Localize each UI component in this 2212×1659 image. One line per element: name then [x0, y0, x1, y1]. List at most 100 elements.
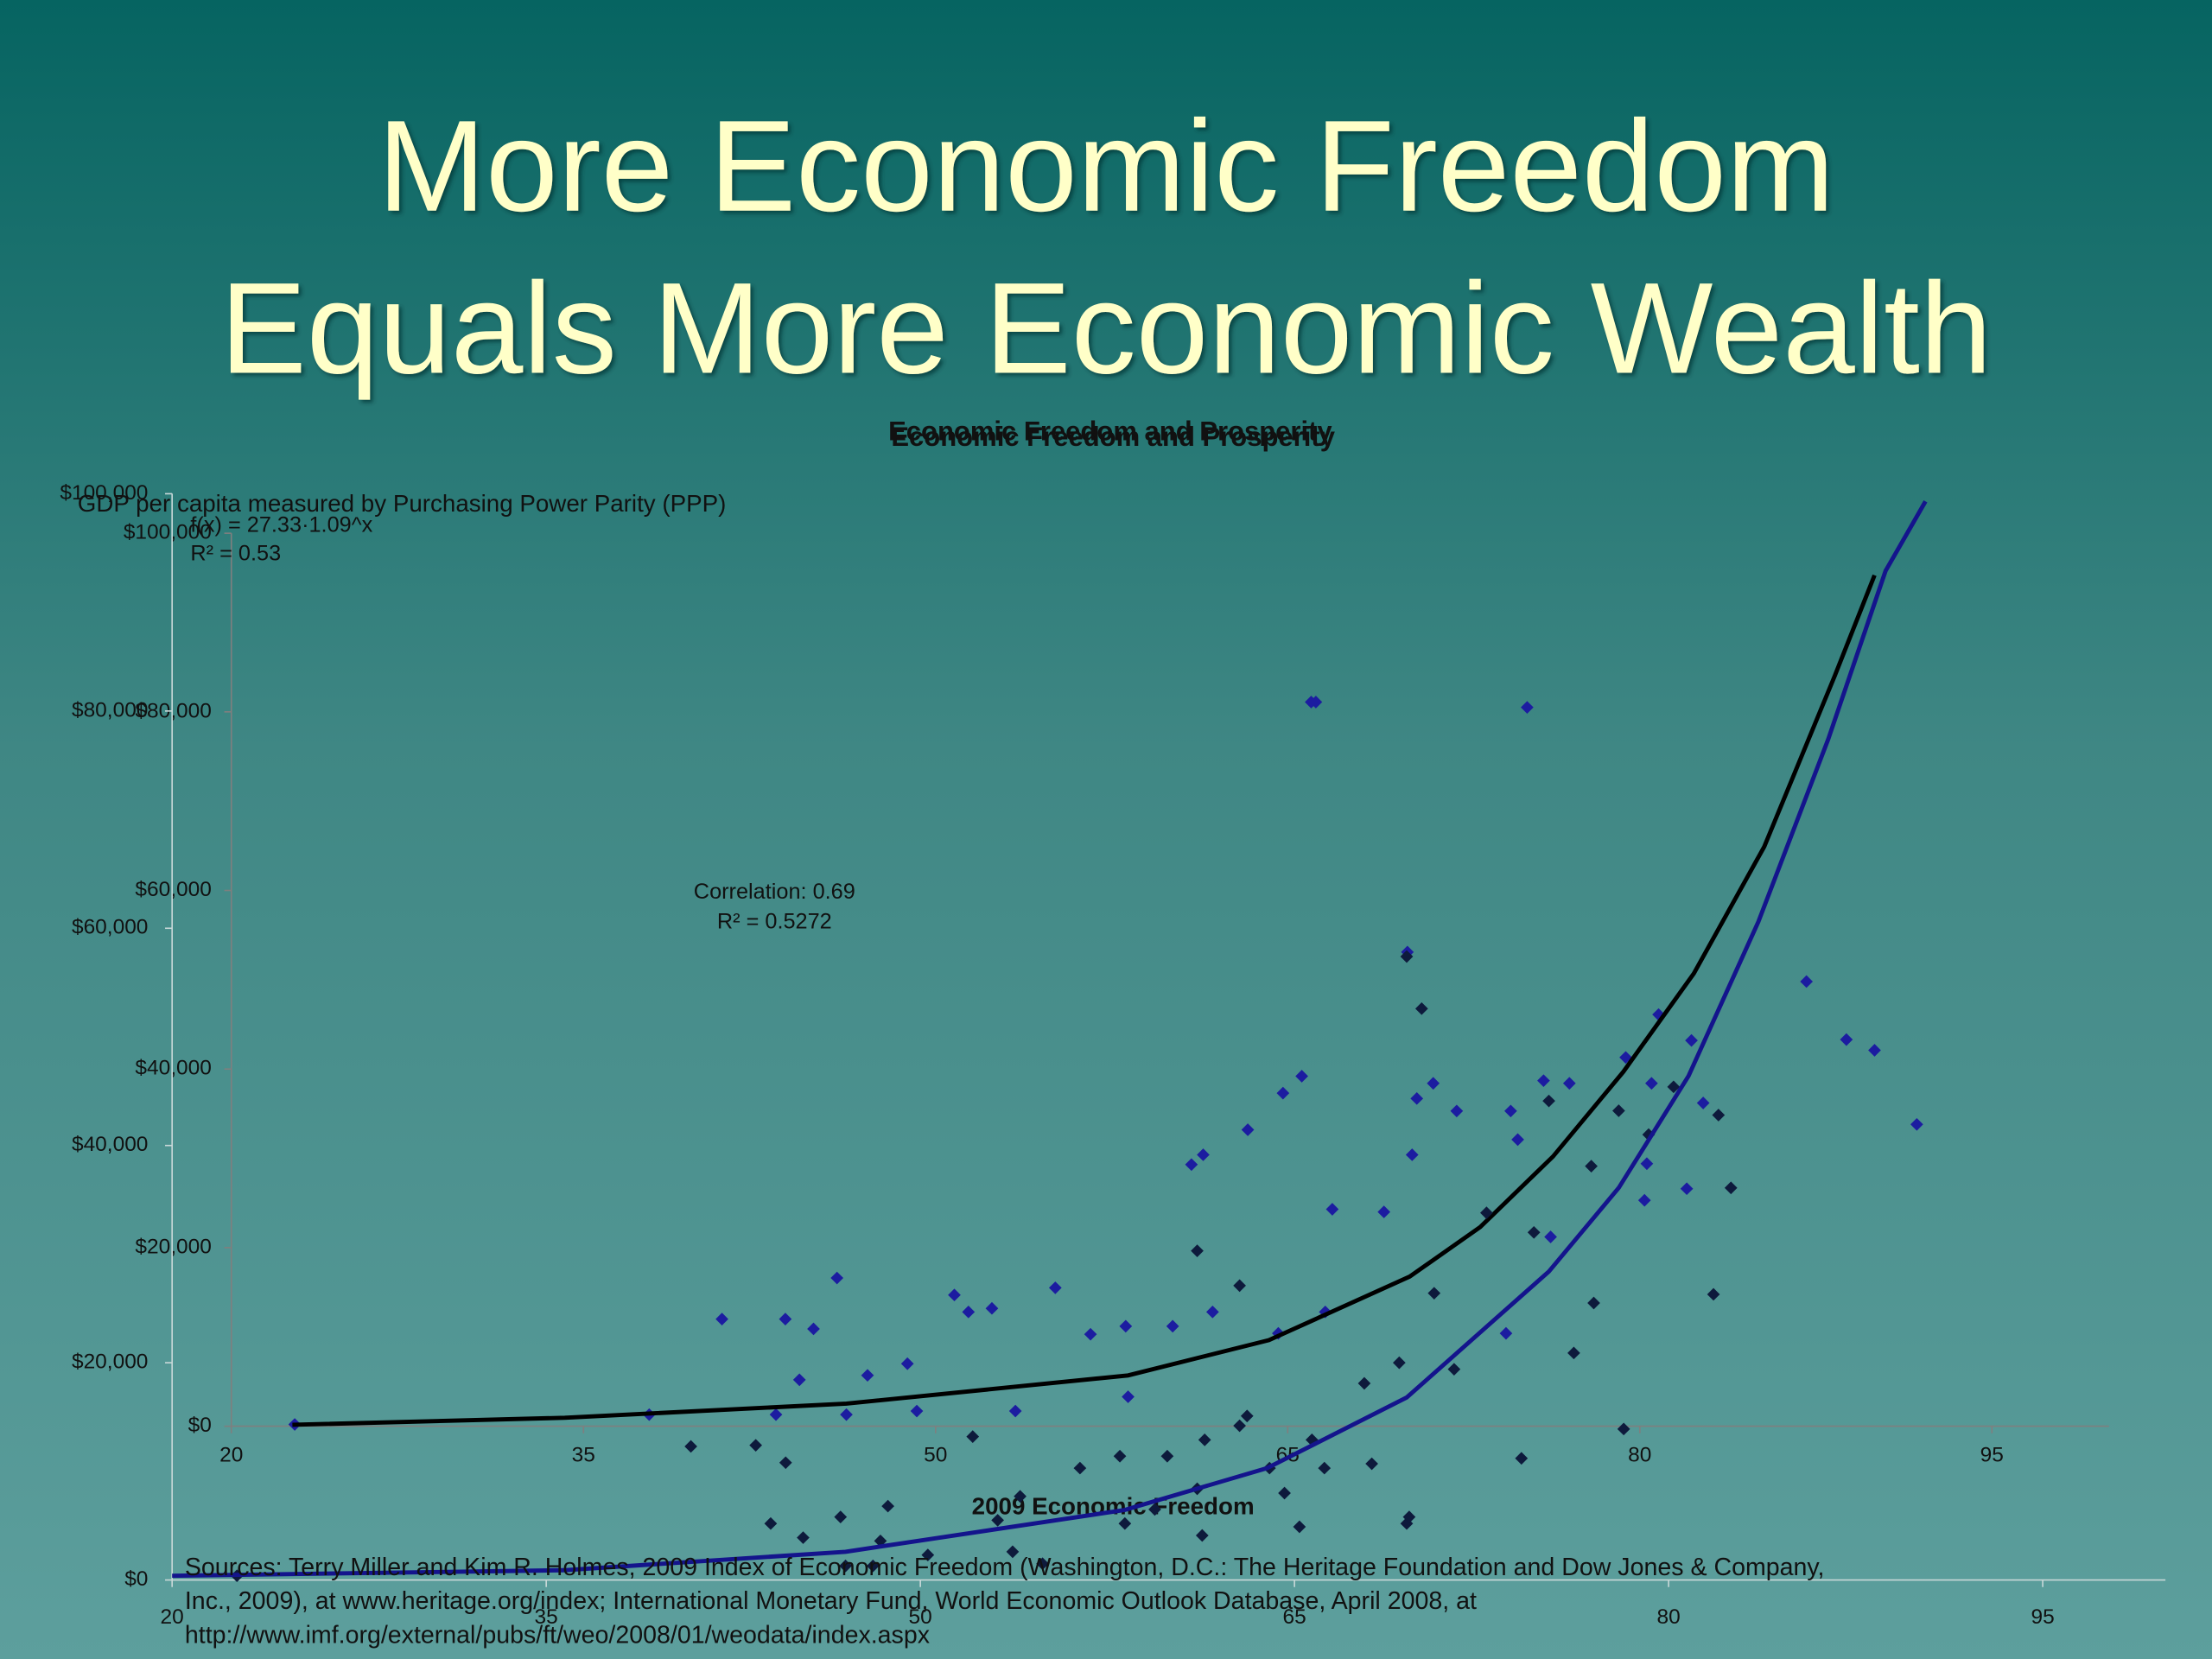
data-point [834, 1510, 848, 1524]
data-point [1562, 1077, 1576, 1090]
x-tick-label: 20 [219, 1443, 243, 1466]
y-tick-label: $20,000 [72, 1351, 148, 1374]
data-point [1119, 1319, 1133, 1333]
x-tick-label: 80 [1628, 1443, 1651, 1466]
y-tick-label: $60,000 [135, 878, 211, 901]
data-point [1233, 1279, 1246, 1293]
x-tick-label: 50 [924, 1443, 947, 1466]
data-point [866, 1559, 880, 1573]
sources: http://www.imf.org/external/pubs/ft/weo/… [185, 1621, 930, 1649]
data-point [1712, 1109, 1726, 1122]
sources: Sources: Terry Miller and Kim R. Holmes,… [185, 1554, 1825, 1581]
data-point [881, 1499, 894, 1513]
annotation: R² = 0.5272 [717, 909, 832, 933]
y-tick-label: $20,000 [135, 1235, 211, 1258]
data-point [966, 1430, 980, 1443]
data-point [1585, 1160, 1598, 1173]
data-point [1637, 1193, 1651, 1207]
trend-line [172, 500, 1928, 1579]
slide-title: Equals More Economic Wealth [220, 256, 1993, 401]
annotation: Correlation: 0.69 [694, 880, 855, 904]
data-point [1233, 1419, 1246, 1433]
data-point [1724, 1181, 1738, 1195]
data-point [684, 1440, 697, 1453]
y-tick-label: $80,000 [72, 698, 148, 721]
data-point [861, 1369, 874, 1382]
data-point [1707, 1287, 1720, 1301]
data-point [1240, 1409, 1254, 1423]
data-point [1504, 1104, 1517, 1118]
data-point [1480, 1206, 1493, 1220]
data-point [1197, 1148, 1210, 1161]
y-tick-label: $0 [124, 1567, 148, 1591]
x-axis-label: 2009 Economic Freedom [972, 1493, 1255, 1520]
x-tick-label: 50 [909, 1605, 932, 1629]
x-tick-label: 95 [1980, 1443, 2004, 1466]
x-tick-label: 35 [535, 1605, 558, 1629]
data-point [807, 1322, 820, 1336]
data-point [1567, 1346, 1580, 1360]
data-point [1084, 1327, 1097, 1341]
data-point [1537, 1074, 1550, 1088]
data-point [1166, 1319, 1179, 1333]
x-tick-label: 20 [161, 1605, 184, 1629]
data-point [1645, 1077, 1658, 1090]
data-point [840, 1408, 853, 1421]
x-tick-label: 35 [572, 1443, 595, 1466]
sources: Inc., 2009), at www.heritage.org/index; … [185, 1587, 1477, 1615]
data-point [779, 1456, 792, 1470]
trend-line [292, 574, 1877, 1427]
y-tick-label: $100,000 [60, 481, 148, 505]
data-point [1450, 1104, 1464, 1118]
y-tick-label: $40,000 [135, 1057, 211, 1080]
data-point [1293, 1520, 1306, 1534]
data-point [1191, 1244, 1204, 1258]
data-point [1542, 1094, 1555, 1108]
data-point [1402, 1510, 1416, 1524]
data-point [1587, 1296, 1600, 1310]
chart-title: Economic Freedom and Prosperity [888, 416, 1332, 446]
data-point [1696, 1096, 1710, 1109]
data-point [1305, 1433, 1319, 1446]
chart-title: Economic Freedom and Prosperity [891, 422, 1335, 452]
x-tick-label: 65 [1283, 1605, 1306, 1629]
data-point [1840, 1033, 1853, 1046]
x-tick-label: 80 [1656, 1605, 1680, 1629]
data-point [1148, 1503, 1161, 1516]
data-point [900, 1357, 914, 1370]
data-point [1617, 1422, 1630, 1436]
data-point [1325, 1203, 1339, 1216]
data-point [1521, 701, 1534, 715]
data-point [1427, 1077, 1440, 1090]
data-point [1800, 975, 1814, 988]
annotation: R² = 0.53 [190, 541, 281, 565]
y-tick-label: $40,000 [72, 1133, 148, 1156]
data-point [1073, 1461, 1087, 1475]
annotation: f(x) = 27.33·1.09^x [190, 513, 372, 537]
data-point [1640, 1157, 1654, 1171]
data-point [1447, 1363, 1461, 1376]
data-point [1515, 1452, 1529, 1465]
y-tick-label: $60,000 [72, 916, 148, 939]
data-point [1318, 1461, 1332, 1475]
data-point [839, 1559, 852, 1573]
data-point [797, 1531, 810, 1544]
data-point [1410, 1091, 1424, 1105]
y-tick-label: $80,000 [135, 699, 211, 722]
x-tick-label: 95 [2031, 1605, 2054, 1629]
data-point [1122, 1390, 1135, 1403]
data-point [1612, 1104, 1625, 1117]
data-point [1357, 1376, 1371, 1390]
y-axis-label: GDP per capita measured by Purchasing Po… [78, 490, 727, 517]
data-point [764, 1516, 778, 1530]
data-point [1198, 1433, 1211, 1446]
data-point [1499, 1326, 1513, 1340]
data-point [749, 1439, 762, 1452]
y-tick-label: $100,000 [124, 521, 212, 544]
data-point [1527, 1225, 1541, 1239]
data-point [1685, 1033, 1698, 1047]
data-point [1405, 1148, 1419, 1161]
y-tick-label: $0 [188, 1414, 212, 1437]
